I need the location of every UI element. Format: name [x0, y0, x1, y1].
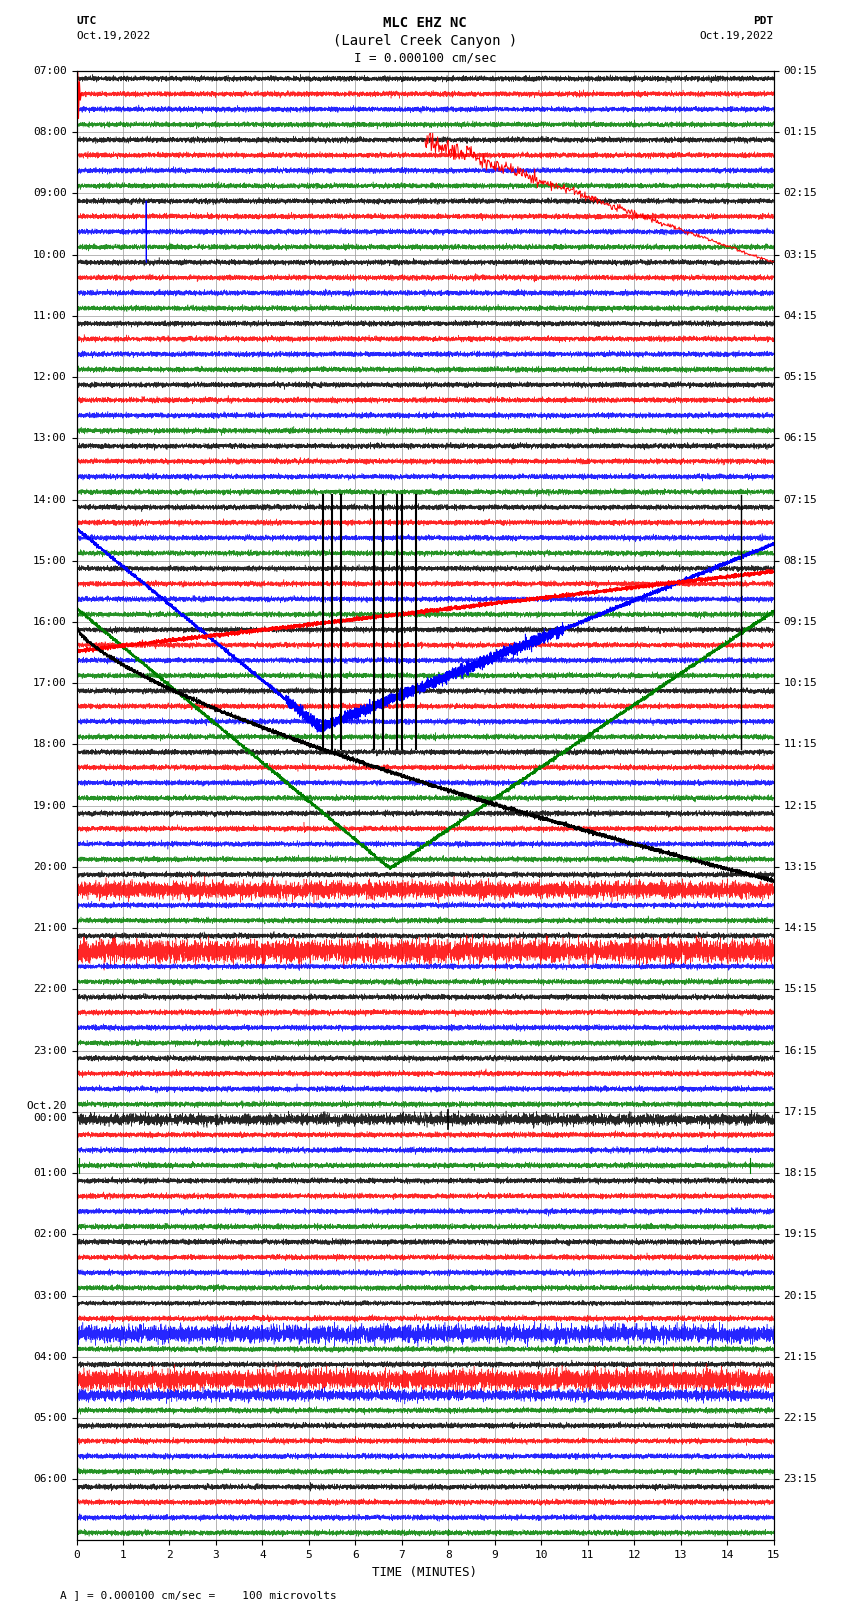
Text: Oct.19,2022: Oct.19,2022: [76, 31, 150, 40]
Text: A ] = 0.000100 cm/sec =    100 microvolts: A ] = 0.000100 cm/sec = 100 microvolts: [60, 1590, 337, 1600]
Text: PDT: PDT: [753, 16, 774, 26]
X-axis label: TIME (MINUTES): TIME (MINUTES): [372, 1566, 478, 1579]
Text: MLC EHZ NC: MLC EHZ NC: [383, 16, 467, 31]
Text: I = 0.000100 cm/sec: I = 0.000100 cm/sec: [354, 52, 496, 65]
Text: UTC: UTC: [76, 16, 97, 26]
Text: (Laurel Creek Canyon ): (Laurel Creek Canyon ): [333, 34, 517, 48]
Text: Oct.19,2022: Oct.19,2022: [700, 31, 774, 40]
